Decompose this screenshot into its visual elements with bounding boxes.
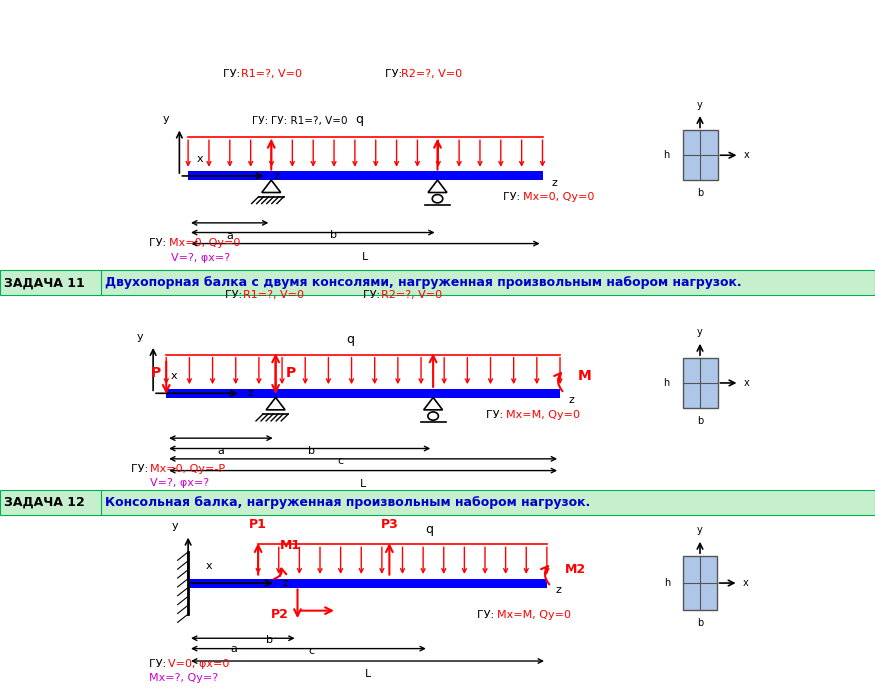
Text: L: L (364, 669, 371, 679)
Text: z: z (551, 178, 557, 188)
Text: V=?, φx=?: V=?, φx=? (150, 478, 210, 488)
Text: L: L (360, 479, 367, 489)
Text: y: y (697, 328, 703, 337)
Text: P: P (286, 366, 297, 380)
Text: h: h (663, 150, 669, 160)
Text: R1=?, V=0: R1=?, V=0 (243, 290, 304, 300)
Text: ГУ:: ГУ: (385, 70, 406, 79)
Text: x: x (197, 154, 204, 164)
Text: b: b (696, 416, 704, 426)
Text: V=?, φx=?: V=?, φx=? (171, 253, 230, 263)
Text: Mx=M, Qy=0: Mx=M, Qy=0 (497, 611, 571, 620)
Text: ЗАДАЧА 11: ЗАДАЧА 11 (4, 277, 85, 289)
Text: P2: P2 (271, 608, 289, 620)
Bar (166, 389, 560, 397)
Text: x: x (743, 578, 749, 588)
Bar (683, 556, 717, 610)
Text: R2=?, V=0: R2=?, V=0 (381, 290, 442, 300)
Bar (188, 171, 542, 180)
Text: a: a (231, 644, 237, 653)
Text: Mx=?, Qy=?: Mx=?, Qy=? (149, 673, 218, 682)
Text: P1: P1 (249, 518, 267, 531)
Text: a: a (227, 231, 233, 241)
Text: P: P (150, 366, 161, 380)
Text: ГУ:: ГУ: (486, 411, 507, 420)
Text: ГУ:: ГУ: (503, 192, 524, 201)
Text: y: y (697, 526, 703, 535)
Text: ЗАДАЧА 12: ЗАДАЧА 12 (4, 496, 85, 509)
Text: L: L (362, 252, 368, 262)
Text: b: b (266, 635, 273, 645)
Text: y: y (136, 332, 144, 342)
Text: y: y (697, 100, 703, 110)
Text: R1=?, V=0: R1=?, V=0 (241, 70, 302, 79)
Text: M1: M1 (280, 539, 301, 552)
Text: ГУ: R1=?, V=0: ГУ: R1=?, V=0 (271, 117, 347, 126)
Bar (0, 270, 875, 295)
Text: M: M (578, 369, 592, 383)
Text: Mx=0, Qy=0: Mx=0, Qy=0 (169, 238, 241, 248)
Text: z: z (248, 388, 254, 398)
Text: ГУ:: ГУ: (131, 464, 152, 474)
Text: q: q (354, 113, 363, 126)
Text: ГУ:: ГУ: (223, 70, 244, 79)
Text: z: z (283, 578, 289, 588)
Text: h: h (663, 378, 669, 388)
Text: ГУ:: ГУ: (225, 290, 246, 300)
Text: Двухопорная балка с двумя консолями, нагруженная произвольным набором нагрузок.: Двухопорная балка с двумя консолями, наг… (105, 277, 742, 289)
Text: ГУ:: ГУ: (477, 611, 498, 620)
Bar (682, 130, 717, 180)
Text: z: z (569, 395, 575, 405)
Text: c: c (309, 646, 315, 656)
Text: Mx=M, Qy=0: Mx=M, Qy=0 (506, 411, 580, 420)
Text: ГУ:: ГУ: (149, 238, 170, 248)
Text: z: z (274, 171, 280, 181)
Text: c: c (337, 456, 343, 466)
Text: x: x (744, 378, 750, 388)
Text: z: z (556, 585, 562, 595)
Text: Консольная балка, нагруженная произвольным набором нагрузок.: Консольная балка, нагруженная произвольн… (105, 496, 591, 509)
Text: b: b (331, 230, 338, 239)
Text: x: x (171, 371, 178, 381)
Text: ГУ:: ГУ: (252, 117, 271, 126)
Bar (188, 578, 547, 588)
Text: Mx=0, Qy=-P: Mx=0, Qy=-P (150, 464, 226, 474)
Text: b: b (309, 446, 316, 455)
Text: x: x (744, 150, 750, 160)
Text: Mx=0, Qy=0: Mx=0, Qy=0 (523, 192, 595, 201)
Text: y: y (172, 522, 178, 531)
Text: M2: M2 (564, 563, 585, 575)
Text: h: h (664, 578, 670, 588)
Bar (682, 358, 717, 408)
Text: V=0, φx=0: V=0, φx=0 (168, 659, 229, 669)
Bar (0, 490, 875, 515)
Text: q: q (346, 333, 354, 346)
Text: x: x (206, 561, 213, 571)
Text: a: a (218, 446, 224, 456)
Text: R2=?, V=0: R2=?, V=0 (401, 70, 462, 79)
Text: b: b (696, 618, 704, 628)
Text: ГУ:: ГУ: (149, 659, 170, 669)
Text: y: y (163, 115, 170, 124)
Text: q: q (424, 523, 433, 536)
Text: b: b (696, 188, 704, 198)
Text: ГУ:: ГУ: (363, 290, 384, 300)
Text: P3: P3 (381, 518, 398, 531)
